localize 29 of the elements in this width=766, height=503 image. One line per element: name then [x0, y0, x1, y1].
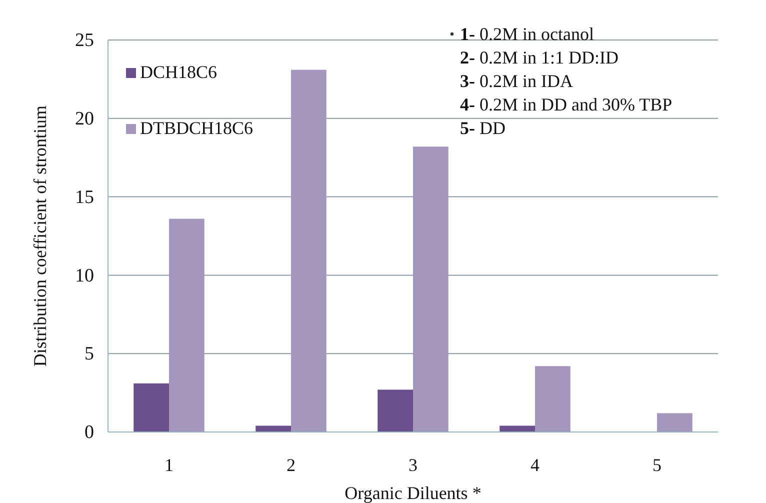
y-tick-label: 25 [75, 30, 94, 52]
x-tick-label: 3 [408, 454, 418, 475]
y-tick-label: 5 [84, 344, 94, 365]
bar [256, 426, 291, 432]
bar [134, 383, 169, 432]
bar [291, 70, 326, 432]
bar [500, 426, 535, 432]
annotation: 2- 0.2M in 1:1 DD:ID [460, 48, 618, 68]
annotation: 1- 0.2M in octanol [460, 24, 594, 44]
legend-label: DTBDCH18C6 [140, 118, 254, 138]
x-tick-label: 4 [530, 454, 540, 475]
y-tick-label: 10 [75, 265, 94, 286]
x-axis-title: Organic Diluents * [344, 483, 482, 503]
y-tick-label: 20 [75, 108, 94, 130]
annotation: 5- DD [460, 118, 506, 138]
bar [378, 390, 413, 432]
bar [413, 146, 448, 432]
annotation: 3- 0.2M in IDA [460, 71, 573, 91]
bar [169, 218, 204, 432]
y-tick-label: 15 [75, 186, 94, 208]
y-axis-title: Distribution coefficient of strontium [30, 105, 50, 367]
y-tick-label: 0 [84, 422, 94, 444]
annotation: 4- 0.2M in DD and 30% TBP [460, 94, 672, 114]
x-tick-label: 1 [164, 454, 174, 475]
bar [535, 366, 570, 432]
x-tick-label: 5 [652, 454, 662, 475]
legend-label: DCH18C6 [140, 62, 218, 82]
bar [657, 413, 692, 432]
x-tick-label: 2 [286, 454, 296, 475]
